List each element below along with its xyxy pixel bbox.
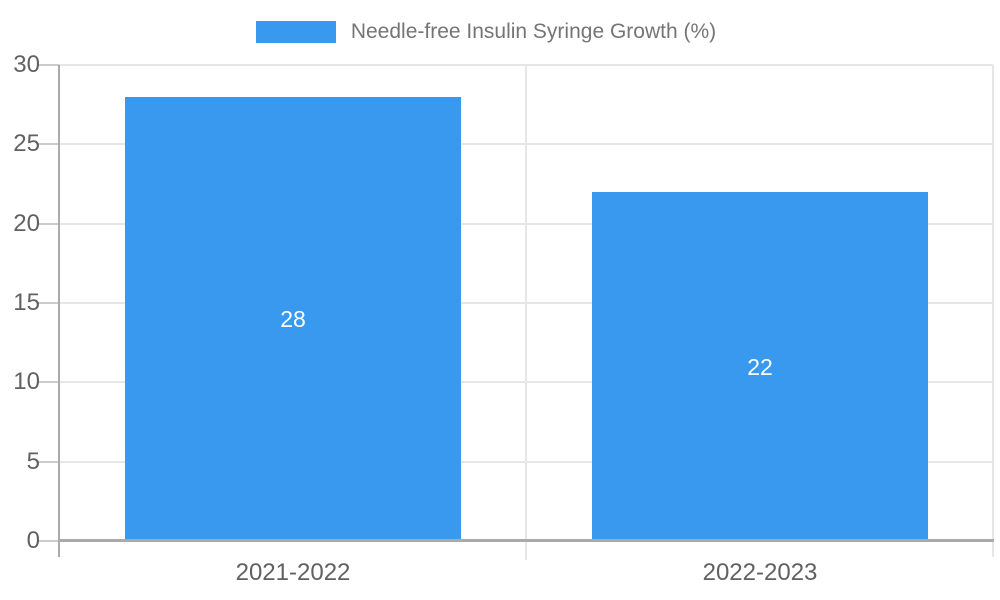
y-axis-tick-label: 20 <box>13 209 40 237</box>
y-axis-tick-mark <box>38 460 59 463</box>
y-axis-tick-label: 0 <box>26 527 40 554</box>
bar-value-label: 28 <box>280 306 306 332</box>
y-axis-tick-mark <box>38 222 59 225</box>
legend[interactable]: Needle-free Insulin Syringe Growth (%) <box>0 10 972 54</box>
y-axis-tick-mark <box>38 143 59 146</box>
y-axis-tick-mark <box>38 64 59 66</box>
x-axis-tick-label: 2021-2022 <box>235 559 351 586</box>
y-axis-line <box>58 65 60 557</box>
y-axis-tick-label: 5 <box>26 447 40 475</box>
x-axis-tick-label: 2022-2023 <box>702 559 818 586</box>
gridline-vertical-divider <box>525 65 527 560</box>
bar-value-label: 22 <box>747 353 773 380</box>
y-axis-tick-label: 15 <box>13 289 40 316</box>
y-axis-tick-mark <box>38 540 59 542</box>
x-axis-line <box>58 539 994 542</box>
y-axis-tick-label: 30 <box>13 51 40 78</box>
legend-swatch[interactable] <box>255 21 336 43</box>
legend-label[interactable]: Needle-free Insulin Syringe Growth (%) <box>350 20 717 43</box>
y-axis-tick-mark <box>38 302 59 304</box>
bar-2021-2022[interactable]: 28 <box>125 97 461 541</box>
y-axis-tick-label: 25 <box>13 130 40 158</box>
bar-2022-2023[interactable]: 22 <box>592 192 928 541</box>
y-axis-tick-label: 10 <box>13 368 40 396</box>
plot-right-border <box>992 65 994 557</box>
y-axis-tick-mark <box>38 381 59 384</box>
